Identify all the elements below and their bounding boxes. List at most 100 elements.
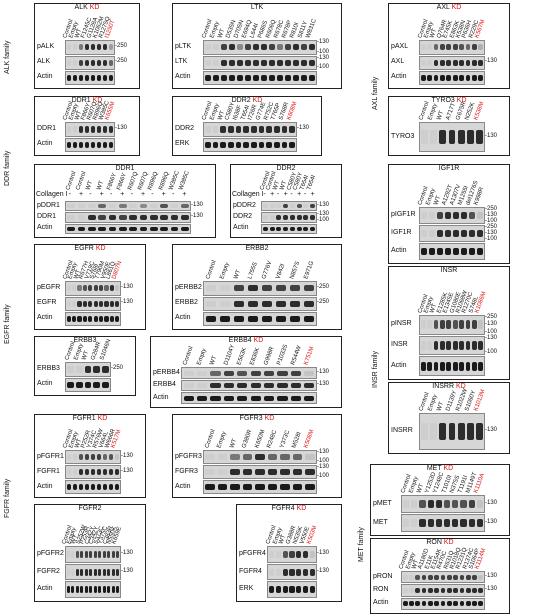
band <box>268 586 275 594</box>
band <box>82 285 87 292</box>
panel-title-text: ERBB3 <box>73 337 97 344</box>
band <box>292 484 303 491</box>
band <box>71 586 75 594</box>
row-label-met: MET <box>373 518 388 526</box>
panel-title-text: LTK <box>250 4 264 11</box>
blot-strip <box>419 40 485 55</box>
mw-marker: 100 <box>317 458 329 465</box>
blot-strip <box>65 377 111 392</box>
band <box>67 203 76 209</box>
blot-strip <box>419 243 485 260</box>
panel-title: IGF1R <box>389 165 509 173</box>
band <box>402 574 408 580</box>
panel-title: ALK KD <box>35 4 139 12</box>
band <box>433 341 439 350</box>
collagen-mark: + <box>310 190 315 198</box>
collagen-mark: + <box>99 190 104 198</box>
collagen-mark: + <box>78 190 84 198</box>
panel-title-text: FGFR2 <box>78 505 102 512</box>
band <box>96 44 102 51</box>
mw-marker: 100 <box>317 64 329 71</box>
band <box>289 568 295 576</box>
row-label-axl: AXL <box>391 58 405 66</box>
band <box>446 601 452 607</box>
band <box>468 500 475 509</box>
band <box>439 320 445 330</box>
lane-label: WT <box>436 110 446 122</box>
band <box>269 215 275 220</box>
band <box>275 550 281 559</box>
band <box>420 211 428 220</box>
band <box>421 574 427 580</box>
band <box>308 59 316 66</box>
band <box>457 423 465 441</box>
band <box>244 59 252 66</box>
band <box>420 229 428 238</box>
lane-label: P1033S <box>276 344 290 367</box>
blot-strip <box>401 584 485 597</box>
band <box>66 586 70 594</box>
band <box>415 587 421 594</box>
blot-panel-fgfr2: FGFR2 Control Empty WT S252W P253R C342Y C342Y S… <box>34 504 146 602</box>
band <box>72 484 78 491</box>
band <box>108 484 114 491</box>
band <box>303 315 315 322</box>
band <box>304 395 315 401</box>
band <box>96 141 102 148</box>
band <box>250 395 261 401</box>
band <box>89 550 93 559</box>
blot-strip <box>267 581 317 598</box>
panel-title-text: ERBB4 <box>228 337 252 344</box>
band <box>430 423 438 441</box>
band <box>72 469 78 476</box>
band <box>116 568 120 576</box>
band <box>289 226 295 231</box>
mw-marker: 130 <box>115 125 127 132</box>
band <box>84 366 92 373</box>
band <box>260 74 268 81</box>
band <box>282 550 288 559</box>
band <box>90 126 96 133</box>
band <box>66 568 70 576</box>
band <box>104 315 109 322</box>
band <box>296 586 302 594</box>
band <box>476 519 483 528</box>
lane-header: Control Empty WT L755S G776V V842I N857S E971G <box>173 253 341 280</box>
band <box>220 74 228 81</box>
band <box>402 587 408 594</box>
mw-marker: 130 <box>317 449 329 456</box>
band <box>66 141 72 148</box>
band <box>170 203 179 209</box>
band <box>118 226 127 231</box>
band <box>72 285 77 292</box>
mw-marker: 250 <box>485 206 497 213</box>
row-label-actin: Actin <box>37 224 53 232</box>
band <box>292 454 303 461</box>
band <box>268 568 275 576</box>
lane-header: Control Empty WT D535N D705N E694Q L644I P686S R… <box>173 12 341 39</box>
blot-strip <box>65 296 121 311</box>
band <box>434 574 440 580</box>
band <box>472 587 477 594</box>
blot-strip <box>203 296 317 311</box>
band <box>219 300 231 307</box>
band <box>93 366 101 373</box>
row-label-actin: Actin <box>233 224 249 232</box>
band <box>439 361 445 371</box>
band <box>78 484 84 491</box>
band <box>78 469 84 476</box>
lane-header: Control Empty WT A1180D E11K E1154K R470C R631Q… <box>371 547 509 570</box>
band <box>266 126 273 133</box>
band <box>102 454 108 461</box>
band <box>468 211 476 220</box>
panel-title-text: IGF1R <box>438 165 460 172</box>
band <box>149 226 158 231</box>
lane-header: Control Empty WT Q764R E745K E863K K538N P636H R… <box>389 12 509 39</box>
row-label-ddr2: DDR2 <box>175 125 195 133</box>
band <box>72 300 77 307</box>
lane-label: L755S <box>247 261 259 281</box>
band <box>250 383 261 389</box>
band <box>452 341 458 350</box>
panel-title-text: ERBB2 <box>245 245 269 252</box>
row-label-igf1r: IGF1R <box>391 229 412 237</box>
